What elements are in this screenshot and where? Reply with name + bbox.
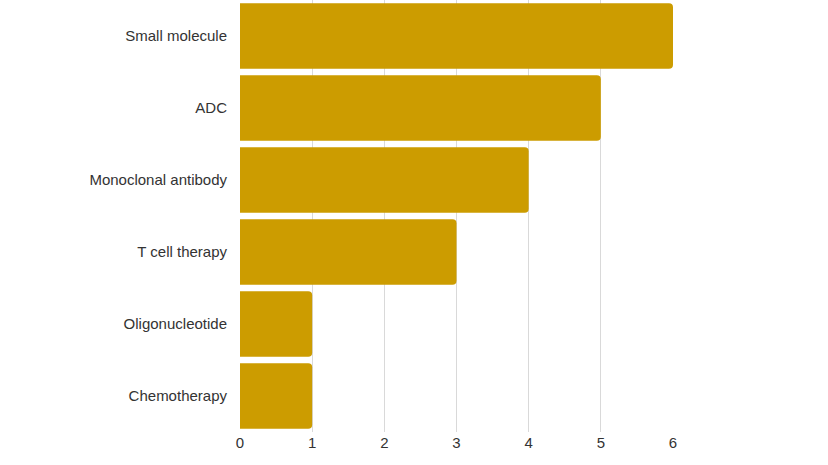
svg-text:6: 6 bbox=[669, 434, 677, 451]
svg-text:Oligonucleotide: Oligonucleotide bbox=[124, 315, 227, 332]
svg-text:0: 0 bbox=[236, 434, 244, 451]
svg-text:T cell therapy: T cell therapy bbox=[137, 243, 227, 260]
svg-text:1: 1 bbox=[308, 434, 316, 451]
svg-text:Chemotherapy: Chemotherapy bbox=[129, 387, 228, 404]
svg-text:4: 4 bbox=[524, 434, 532, 451]
svg-text:Monoclonal antibody: Monoclonal antibody bbox=[89, 171, 227, 188]
svg-text:5: 5 bbox=[597, 434, 605, 451]
svg-text:ADC: ADC bbox=[195, 99, 227, 116]
svg-text:Small molecule: Small molecule bbox=[125, 27, 227, 44]
svg-text:3: 3 bbox=[452, 434, 460, 451]
svg-text:2: 2 bbox=[380, 434, 388, 451]
